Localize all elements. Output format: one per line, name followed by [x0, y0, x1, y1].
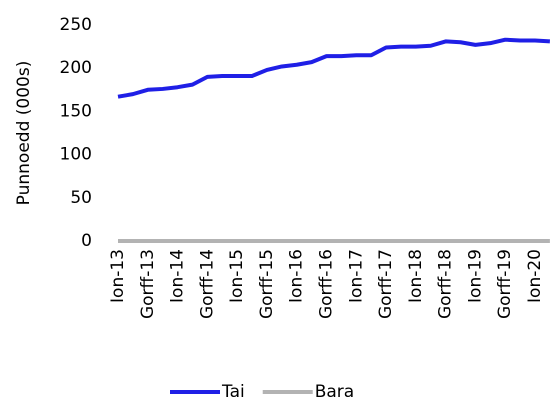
x-tick-label: Gorff-15 — [257, 249, 277, 319]
y-tick-label: 150 — [60, 101, 92, 121]
x-tick-label: Ion-15 — [227, 249, 247, 303]
y-axis-label: Punnoedd (000s) — [14, 61, 34, 206]
y-tick-label: 250 — [60, 15, 92, 35]
y-tick-label: 100 — [60, 145, 92, 165]
series-line — [117, 37, 551, 99]
y-tick-label: 0 — [81, 231, 92, 251]
x-tick-label: Gorff-17 — [376, 249, 396, 319]
y-tick-label: 200 — [60, 58, 92, 78]
x-tick-label: Ion-14 — [168, 249, 188, 303]
x-tick-label: Gorff-16 — [317, 249, 337, 319]
x-tick-label: Gorff-14 — [197, 249, 217, 319]
x-tick-label: Ion-13 — [108, 249, 128, 303]
x-tick-label: Ion-19 — [465, 249, 485, 303]
x-tick-label: Gorff-13 — [138, 249, 158, 319]
x-tick-label: Ion-20 — [525, 249, 545, 303]
legend-label: Tai — [221, 382, 245, 402]
legend-label: Bara — [315, 382, 355, 402]
x-tick-label: Gorff-19 — [495, 249, 515, 319]
x-tick-label: Gorff-18 — [436, 249, 456, 319]
x-tick-label: Ion-17 — [346, 249, 366, 303]
x-tick-label: Ion-18 — [406, 249, 426, 303]
x-tick-label: Ion-16 — [287, 249, 307, 303]
y-tick-label: 50 — [70, 188, 92, 208]
